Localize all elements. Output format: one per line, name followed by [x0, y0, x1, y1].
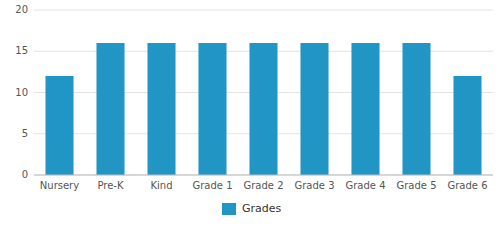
y-tick-label: 20 [15, 4, 28, 15]
y-tick-label: 15 [15, 45, 28, 56]
x-tick-label: Grade 3 [294, 180, 334, 191]
x-tick-label: Grade 6 [447, 180, 487, 191]
bar [96, 43, 124, 175]
bar [453, 76, 481, 175]
bar [45, 76, 73, 175]
legend-swatch [222, 203, 236, 215]
x-tick-label: Nursery [40, 180, 79, 191]
bar [351, 43, 379, 175]
y-axis: 0 5 10 15 20 [15, 4, 493, 180]
bar [147, 43, 175, 175]
bars [45, 43, 481, 175]
y-tick-label: 10 [15, 87, 28, 98]
x-tick-label: Grade 4 [345, 180, 385, 191]
chart-svg: 0 5 10 15 20 Nursery Pre-K Kind Grade 1 Grade 2 Gr… [0, 0, 503, 227]
legend-label: Grades [242, 202, 282, 215]
chart-container: 0 5 10 15 20 Nursery Pre-K Kind Grade 1 Grade 2 Gr… [0, 0, 503, 227]
x-axis: Nursery Pre-K Kind Grade 1 Grade 2 Grade 3 Gra… [34, 175, 493, 191]
bar [402, 43, 430, 175]
grid-line [34, 175, 493, 176]
x-tick-label: Grade 2 [243, 180, 283, 191]
y-tick-label: 0 [22, 169, 28, 180]
x-tick-label: Kind [150, 180, 172, 191]
x-tick-label: Grade 1 [192, 180, 232, 191]
bar [198, 43, 226, 175]
x-axis-line [34, 175, 493, 176]
x-tick-label: Pre-K [97, 180, 124, 191]
bar [249, 43, 277, 175]
bar [300, 43, 328, 175]
grid-line [34, 10, 493, 11]
legend: Grades [222, 202, 282, 215]
y-tick-label: 5 [22, 128, 28, 139]
x-tick-label: Grade 5 [396, 180, 436, 191]
